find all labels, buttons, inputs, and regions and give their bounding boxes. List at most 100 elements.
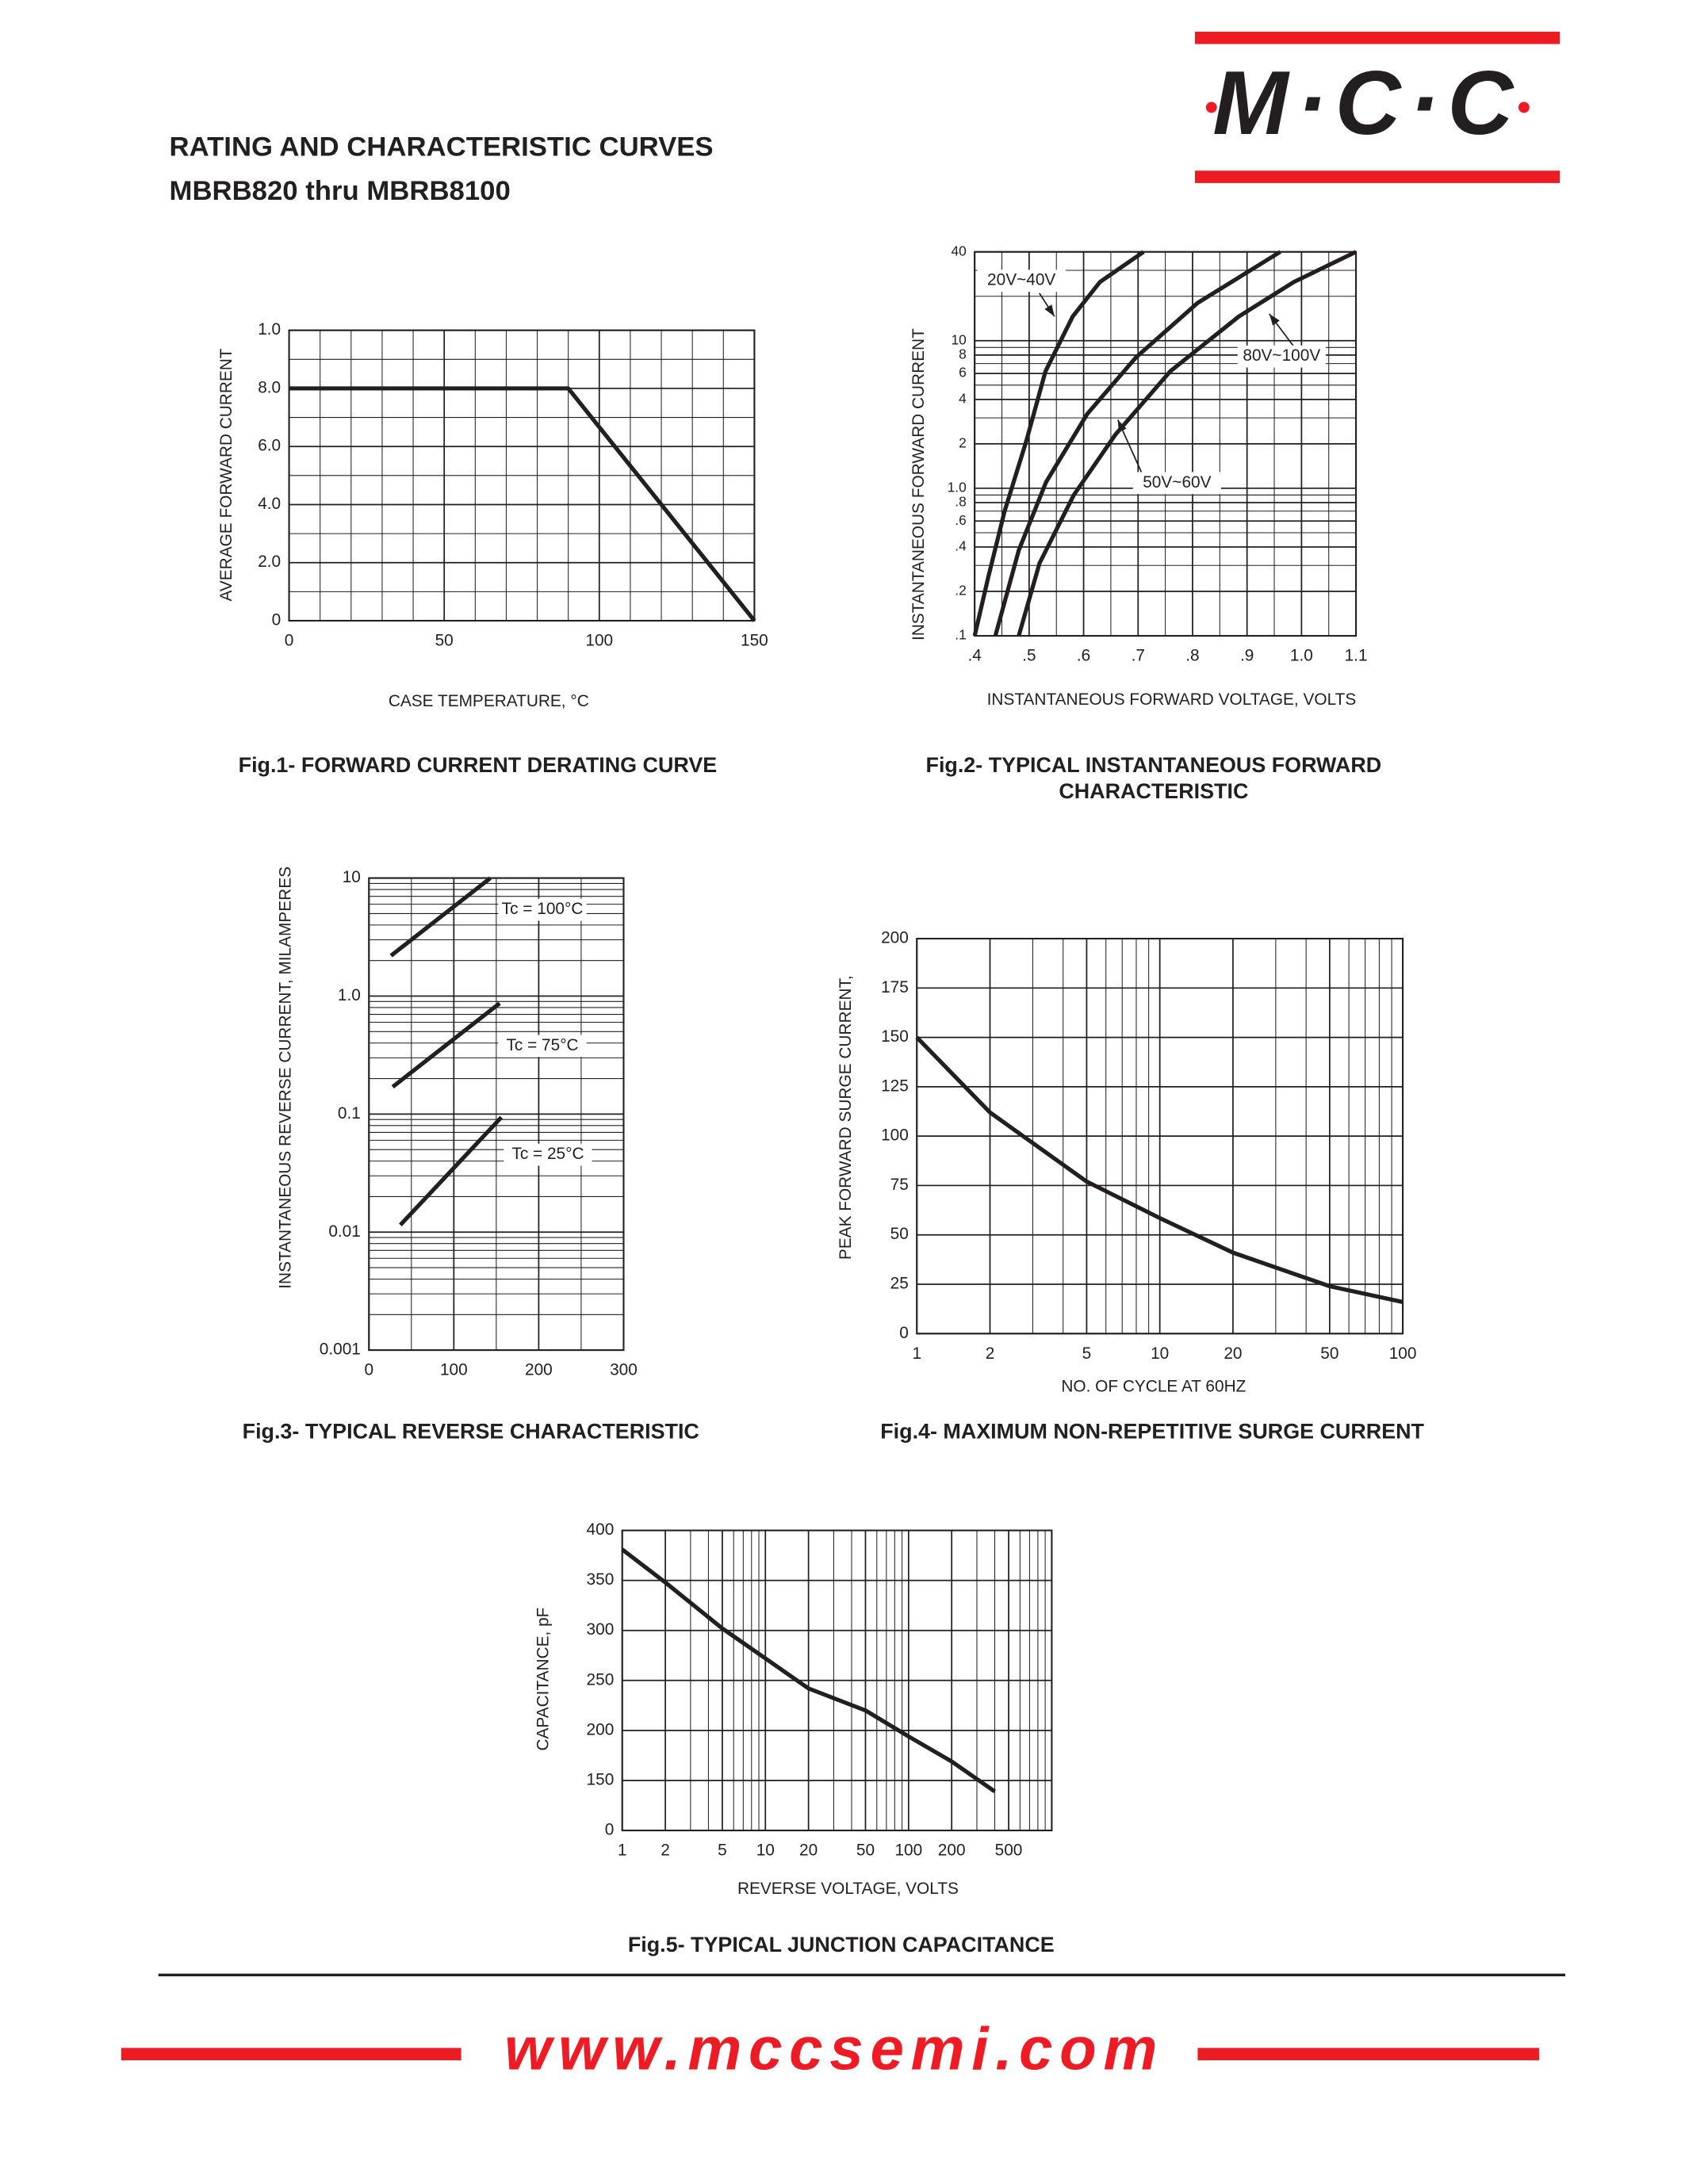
series-label: 80V~100V [1243,346,1320,365]
x-tick-label: 0 [364,1361,373,1379]
series-label: 20V~40V [987,271,1055,289]
x-tick-label: 150 [741,632,768,650]
data-line [389,876,492,958]
logo-dot [1518,101,1530,113]
x-tick-label: .4 [967,647,981,665]
data-line [972,250,1145,637]
y-tick-label: 0 [899,1324,909,1342]
y-tick-label: .6 [955,512,966,528]
x-tick-label: .5 [1022,647,1036,665]
footer-url: www.mccsemi.com [504,2015,1164,2083]
arrow-head [1269,313,1280,326]
subtitle: MBRB820 thru MBRB8100 [170,176,511,206]
x-tick-label: 1.0 [1290,647,1313,665]
y-tick-label: 0 [605,1821,615,1839]
x-tick-label: 5 [718,1842,727,1860]
y-tick-label: 100 [881,1126,909,1145]
y-tick-label: 200 [881,929,909,947]
y-tick-label: 8 [959,346,967,361]
x-tick-label: 500 [995,1842,1023,1860]
x-axis-label: CASE TEMPERATURE, °C [389,692,589,710]
logo: M·C·C [1212,52,1521,154]
y-tick-label: 6.0 [258,437,281,455]
y-tick-label: 1.0 [258,320,281,339]
x-tick-label: 100 [894,1842,922,1860]
y-tick-label: 4 [959,390,967,406]
x-tick-label: .7 [1132,647,1145,665]
figure-caption: Fig.2- TYPICAL INSTANTANEOUS FORWARD [926,753,1382,777]
x-tick-label: 10 [1151,1344,1169,1363]
y-tick-label: 0.1 [338,1104,361,1123]
y-tick-label: .4 [955,538,967,554]
y-tick-label: .1 [955,627,966,643]
label-bg [498,1035,587,1058]
y-tick-label: 150 [881,1027,909,1046]
x-axis-label: REVERSE VOLTAGE, VOLTS [737,1880,959,1898]
plot-frame [288,329,756,622]
x-tick-label: 200 [938,1842,966,1860]
y-axis-label: CAPACITANCE, pF [534,1608,552,1751]
plot-frame [621,1529,1053,1832]
y-tick-label: .8 [955,494,966,510]
y-tick-label: 175 [881,978,909,996]
label-bg [504,1143,592,1166]
figure-caption: Fig.4- MAXIMUM NON-REPETITIVE SURGE CURR… [880,1419,1424,1443]
data-line [398,1115,504,1227]
figure-caption: CHARACTERISTIC [1059,779,1248,803]
y-tick-label: 6 [959,365,967,381]
x-tick-label: 100 [440,1361,468,1379]
plot-frame [916,937,1404,1335]
x-tick-label: 200 [525,1361,553,1379]
data-line [289,386,756,622]
y-tick-label: 75 [890,1176,909,1194]
y-tick-label: .2 [955,583,966,599]
logo-dot [1205,101,1217,113]
data-line [915,1035,1404,1304]
footer-bar [1197,2048,1539,2060]
x-tick-label: 5 [1082,1344,1092,1363]
x-tick-label: 1.1 [1345,647,1368,665]
x-tick-label: 50 [856,1842,875,1860]
y-tick-label: 150 [587,1770,615,1788]
figure-caption: Fig.1- FORWARD CURRENT DERATING CURVE [239,753,718,777]
figure-caption: Fig.5- TYPICAL JUNCTION CAPACITANCE [628,1933,1055,1956]
figure-caption: Fig.3- TYPICAL REVERSE CHARACTERISTIC [243,1419,699,1443]
y-tick-label: 200 [587,1720,615,1738]
x-tick-label: 1 [912,1344,921,1363]
y-tick-label: 10 [951,331,966,347]
data-line [1017,250,1358,637]
x-tick-label: 2 [661,1842,670,1860]
data-line [993,250,1281,637]
y-tick-label: 50 [890,1225,909,1243]
y-tick-label: 1.0 [338,986,361,1004]
x-tick-label: 20 [1224,1344,1242,1363]
y-tick-label: 10 [343,868,361,886]
x-tick-label: .9 [1240,647,1254,665]
y-tick-label: 40 [951,243,966,258]
x-tick-label: 50 [435,632,454,650]
y-tick-label: 8.0 [258,378,281,396]
x-tick-label: 0 [285,632,294,650]
y-tick-label: 350 [587,1570,615,1589]
y-tick-label: 25 [890,1275,909,1293]
y-tick-label: 1.0 [948,480,967,495]
x-tick-label: 100 [1389,1344,1417,1363]
data-line [621,1547,997,1793]
label-bg [1132,472,1221,495]
logo-bar [1194,31,1561,44]
x-axis-label: NO. OF CYCLE AT 60HZ [1061,1377,1246,1395]
plot-frame [368,877,625,1352]
x-tick-label: .8 [1185,647,1199,665]
x-tick-label: .6 [1077,647,1090,665]
y-axis-label: AVERAGE FORWARD CURRENT [217,348,236,601]
x-axis-label: INSTANTANEOUS FORWARD VOLTAGE, VOLTS [987,690,1357,709]
footer-bar [121,2048,461,2060]
y-axis-label: INSTANTANEOUS REVERSE CURRENT, MILAMPERE… [277,866,295,1289]
series-label: Tc = 75°C [506,1036,578,1054]
logo-bar [1194,170,1561,183]
label-bg [977,270,1066,293]
y-axis-label: PEAK FORWARD SURGE CURRENT, [837,975,855,1260]
x-tick-label: 50 [1320,1344,1338,1363]
arrow-head [1044,304,1055,317]
x-tick-label: 10 [756,1842,775,1860]
